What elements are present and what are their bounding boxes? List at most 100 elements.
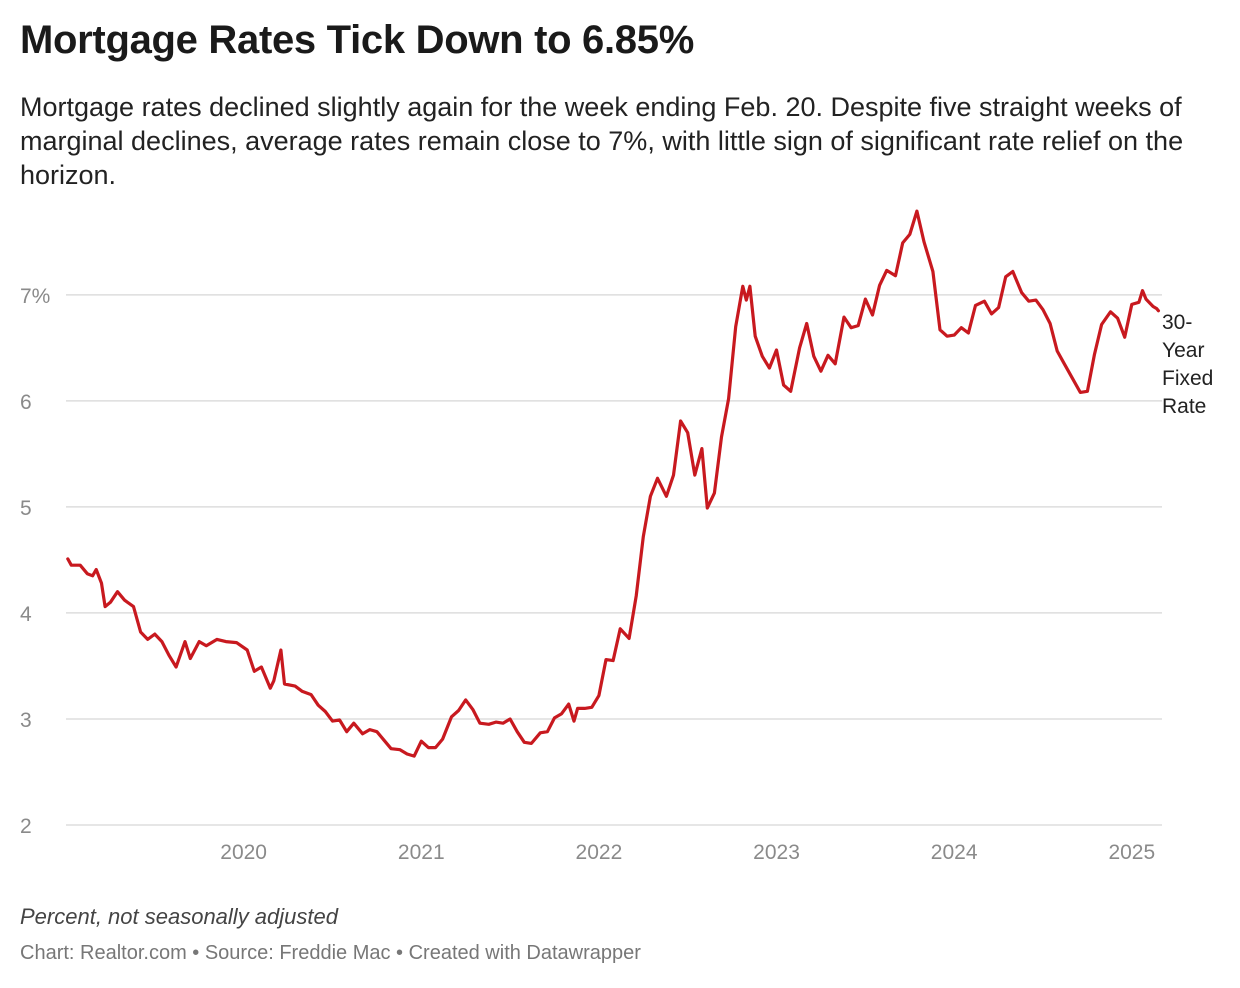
data-point xyxy=(215,637,219,641)
series-label-line: Fixed xyxy=(1162,367,1213,390)
data-point xyxy=(686,431,690,435)
data-point xyxy=(1055,349,1059,353)
line-chart: 7% 6 5 4 3 2 2020 2021 2022 2023 2024 2025 30- Year… xyxy=(20,209,1213,864)
data-point xyxy=(450,715,454,719)
gridlines xyxy=(66,294,1162,826)
series-label-line: Rate xyxy=(1162,395,1206,418)
data-point xyxy=(1041,308,1045,312)
data-point xyxy=(966,331,970,335)
data-point xyxy=(426,746,430,750)
data-point xyxy=(252,669,256,673)
data-point xyxy=(894,274,898,278)
data-point xyxy=(331,719,335,723)
data-point xyxy=(316,703,320,707)
data-point xyxy=(959,326,963,330)
data-point xyxy=(522,740,526,744)
data-point xyxy=(508,717,512,721)
data-point xyxy=(572,719,576,723)
data-point xyxy=(478,721,482,725)
data-point xyxy=(283,682,287,686)
data-point xyxy=(100,581,104,585)
x-tick-label: 2025 xyxy=(1108,841,1155,864)
data-point xyxy=(204,644,208,648)
data-point xyxy=(405,752,409,756)
data-point xyxy=(798,346,802,350)
data-point xyxy=(338,718,342,722)
data-point xyxy=(361,732,365,736)
data-point xyxy=(664,494,668,498)
data-point xyxy=(727,397,731,401)
data-point xyxy=(146,637,150,641)
data-point xyxy=(1123,335,1127,339)
data-point xyxy=(700,447,704,451)
y-tick-label: 3 xyxy=(20,709,32,732)
data-point xyxy=(1048,322,1052,326)
data-point xyxy=(389,747,393,751)
series-line-30-year-fixed-rate xyxy=(66,209,1160,758)
data-point xyxy=(648,494,652,498)
data-point xyxy=(368,728,372,732)
data-point xyxy=(345,730,349,734)
x-tick-label: 2022 xyxy=(576,841,623,864)
data-point xyxy=(775,348,779,352)
data-point xyxy=(153,632,157,636)
data-point xyxy=(871,313,875,317)
data-point xyxy=(441,737,445,741)
data-point xyxy=(915,209,919,213)
data-point xyxy=(1020,291,1024,295)
data-point xyxy=(982,299,986,303)
data-point xyxy=(945,334,949,338)
data-point xyxy=(412,754,416,758)
data-point xyxy=(741,284,745,288)
data-point xyxy=(434,746,438,750)
x-tick-label: 2023 xyxy=(753,841,800,864)
data-point xyxy=(734,325,738,329)
data-point xyxy=(720,435,724,439)
data-point xyxy=(744,298,748,302)
data-point xyxy=(597,694,601,698)
data-point xyxy=(352,721,356,725)
data-point xyxy=(501,721,505,725)
data-point xyxy=(139,630,143,634)
data-point xyxy=(679,419,683,423)
series-group xyxy=(66,209,1160,758)
data-point xyxy=(300,689,304,693)
data-point xyxy=(85,572,89,576)
data-point xyxy=(1093,352,1097,356)
data-point xyxy=(604,658,608,662)
chart-subtitle: Mortgage rates declined slightly again f… xyxy=(20,92,1184,190)
data-point xyxy=(116,590,120,594)
data-point xyxy=(705,506,709,510)
data-point xyxy=(833,362,837,366)
data-point xyxy=(457,709,461,713)
data-point xyxy=(494,720,498,724)
data-point xyxy=(885,268,889,272)
data-point xyxy=(1004,275,1008,279)
data-point xyxy=(1062,362,1066,366)
x-tick-label: 2021 xyxy=(398,841,445,864)
data-point xyxy=(1141,289,1145,293)
data-point xyxy=(908,232,912,236)
data-point xyxy=(748,284,752,288)
data-point xyxy=(789,389,793,393)
data-point xyxy=(560,712,564,716)
data-point xyxy=(1151,305,1155,309)
chart-credit: Chart: Realtor.com • Source: Freddie Mac… xyxy=(20,942,641,964)
data-point xyxy=(805,322,809,326)
data-point xyxy=(1085,389,1089,393)
data-point xyxy=(1034,298,1038,302)
data-point xyxy=(132,605,136,609)
data-point xyxy=(842,315,846,319)
data-point xyxy=(641,535,645,539)
y-tick-label: 6 xyxy=(20,391,32,414)
chart-title: Mortgage Rates Tick Down to 6.85% xyxy=(20,18,694,62)
data-point xyxy=(819,369,823,373)
data-point xyxy=(1156,309,1160,313)
data-point xyxy=(419,739,423,743)
data-point xyxy=(656,476,660,480)
data-point xyxy=(712,491,716,495)
data-point xyxy=(464,698,468,702)
data-point xyxy=(529,741,533,745)
data-point xyxy=(538,731,542,735)
series-label-line: Year xyxy=(1162,339,1204,362)
